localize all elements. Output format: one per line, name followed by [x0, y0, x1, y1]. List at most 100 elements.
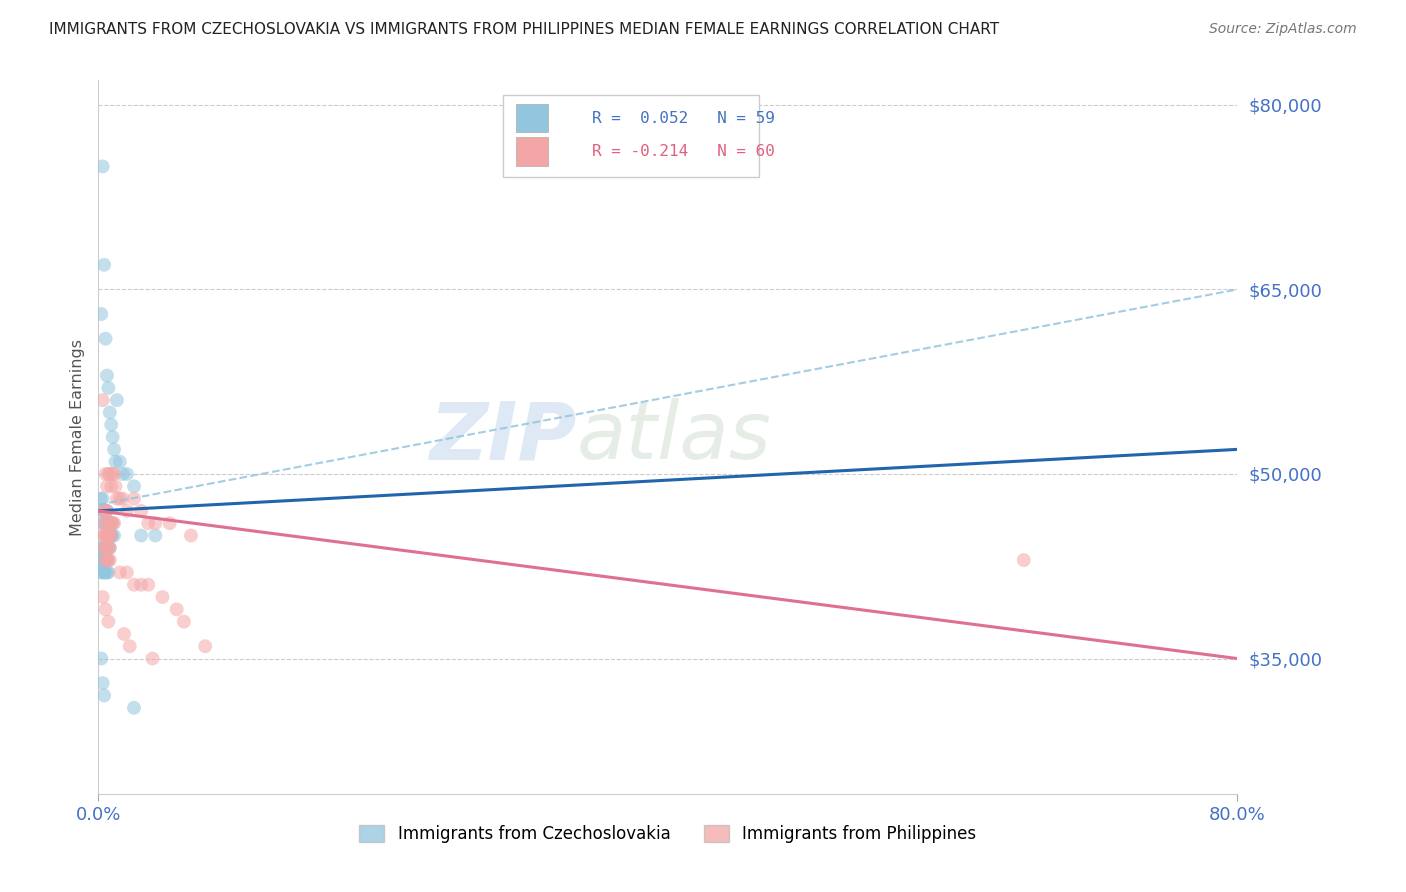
Point — [104, 455, 127, 469]
Point — [166, 602, 188, 616]
Point — [98, 516, 121, 531]
Point — [100, 528, 122, 542]
Point — [98, 528, 121, 542]
Point — [91, 516, 114, 531]
Point — [103, 442, 125, 457]
Point — [115, 504, 138, 518]
Point — [97, 516, 120, 531]
Point — [108, 491, 131, 506]
Point — [118, 639, 141, 653]
Point — [96, 541, 118, 555]
Point — [104, 479, 127, 493]
Point — [173, 615, 195, 629]
Point — [96, 479, 118, 493]
Point — [91, 528, 114, 542]
Point — [90, 491, 112, 506]
Point — [90, 307, 112, 321]
Point — [96, 504, 118, 518]
Point — [101, 528, 124, 542]
Point — [103, 516, 125, 531]
Point — [101, 516, 124, 531]
Point — [91, 491, 114, 506]
Point — [98, 516, 121, 531]
Point — [91, 160, 114, 174]
Point — [90, 651, 112, 665]
Text: Source: ZipAtlas.com: Source: ZipAtlas.com — [1209, 22, 1357, 37]
Point — [129, 504, 152, 518]
Point — [103, 467, 125, 481]
Point — [97, 528, 120, 542]
Text: IMMIGRANTS FROM CZECHOSLOVAKIA VS IMMIGRANTS FROM PHILIPPINES MEDIAN FEMALE EARN: IMMIGRANTS FROM CZECHOSLOVAKIA VS IMMIGR… — [49, 22, 1000, 37]
Point — [97, 553, 120, 567]
Point — [94, 566, 117, 580]
Point — [100, 417, 122, 432]
Point — [94, 553, 117, 567]
Text: R = -0.214   N = 60: R = -0.214 N = 60 — [592, 145, 775, 159]
Point — [129, 528, 152, 542]
Point — [159, 516, 181, 531]
Point — [98, 528, 121, 542]
Point — [93, 541, 115, 555]
Point — [91, 393, 114, 408]
Point — [98, 405, 121, 419]
Point — [94, 553, 117, 567]
Point — [122, 479, 145, 493]
Point — [108, 455, 131, 469]
Point — [96, 504, 118, 518]
Text: atlas: atlas — [576, 398, 772, 476]
Point — [97, 566, 120, 580]
Point — [103, 528, 125, 542]
Point — [122, 700, 145, 714]
Point — [96, 553, 118, 567]
Point — [90, 566, 112, 580]
Point — [129, 578, 152, 592]
Point — [94, 541, 117, 555]
Point — [96, 528, 118, 542]
Point — [111, 467, 134, 481]
Point — [112, 627, 135, 641]
Point — [93, 516, 115, 531]
Point — [122, 578, 145, 592]
FancyBboxPatch shape — [516, 137, 548, 166]
Point — [111, 491, 134, 506]
Point — [105, 491, 128, 506]
Point — [93, 528, 115, 542]
Point — [100, 516, 122, 531]
Point — [105, 393, 128, 408]
Point — [93, 258, 115, 272]
Point — [91, 590, 114, 604]
Point — [145, 516, 167, 531]
Point — [94, 467, 117, 481]
Point — [96, 566, 118, 580]
Point — [91, 504, 114, 518]
Point — [108, 566, 131, 580]
Point — [98, 541, 121, 555]
Point — [94, 332, 117, 346]
Point — [91, 541, 114, 555]
Point — [152, 590, 174, 604]
Point — [97, 381, 120, 395]
Y-axis label: Median Female Earnings: Median Female Earnings — [69, 339, 84, 535]
FancyBboxPatch shape — [516, 103, 548, 132]
Point — [90, 553, 112, 567]
Point — [93, 689, 115, 703]
Point — [94, 541, 117, 555]
Point — [96, 516, 118, 531]
Point — [94, 516, 117, 531]
Point — [96, 553, 118, 567]
Point — [100, 528, 122, 542]
Point — [97, 467, 120, 481]
Point — [141, 651, 163, 665]
Point — [94, 528, 117, 542]
Point — [93, 566, 115, 580]
Point — [145, 528, 167, 542]
Point — [136, 578, 159, 592]
Point — [97, 541, 120, 555]
Point — [180, 528, 202, 542]
Point — [115, 467, 138, 481]
Point — [94, 504, 117, 518]
Point — [98, 541, 121, 555]
Point — [90, 541, 112, 555]
Point — [101, 430, 124, 444]
Point — [101, 516, 124, 531]
